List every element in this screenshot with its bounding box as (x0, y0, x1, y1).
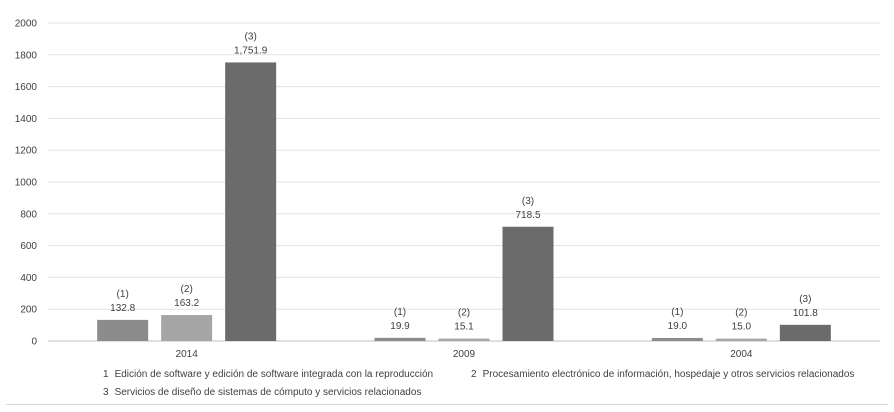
series-marker-label: (1) (117, 289, 129, 300)
data-label: 15.0 (732, 322, 752, 333)
bar (97, 319, 149, 341)
y-tick-label: 1000 (15, 178, 38, 189)
series-marker-label: (2) (735, 308, 747, 319)
data-label: 19.0 (668, 321, 688, 332)
bar (779, 324, 831, 341)
bar (374, 337, 426, 341)
legend-item-2: 2 Procesamiento electrónico de informació… (471, 369, 854, 380)
bar (715, 338, 767, 341)
y-tick-label: 0 (31, 337, 37, 348)
x-tick-label: 2004 (730, 349, 753, 360)
data-label: 718.5 (515, 210, 540, 221)
bar (438, 338, 490, 341)
legend-item-3-text: Servicios de diseño de sistemas de cómpu… (114, 387, 422, 398)
y-tick-label: 2000 (15, 19, 38, 30)
legend-item-2-number: 2 (471, 369, 477, 380)
legend-item-3-number: 3 (103, 387, 109, 398)
data-label: 101.8 (793, 308, 818, 319)
y-tick-label: 800 (20, 209, 37, 220)
legend-item-2-text: Procesamiento electrónico de información… (482, 369, 855, 380)
y-tick-label: 1600 (15, 82, 38, 93)
y-tick-label: 1400 (15, 114, 38, 125)
legend-item-1-number: 1 (103, 369, 109, 380)
series-marker-label: (1) (671, 307, 683, 318)
bar (225, 62, 277, 341)
y-tick-label: 400 (20, 273, 37, 284)
legend-item-1: 1 Edición de software y edición de softwa… (103, 369, 433, 380)
data-label: 163.2 (174, 298, 199, 309)
series-marker-label: (3) (522, 196, 534, 207)
x-tick-label: 2009 (453, 349, 476, 360)
data-label: 15.1 (454, 322, 474, 333)
series-marker-label: (1) (394, 307, 406, 318)
series-marker-label: (3) (245, 31, 257, 42)
y-tick-label: 1800 (15, 50, 38, 61)
y-tick-label: 600 (20, 241, 37, 252)
x-tick-label: 2014 (176, 349, 199, 360)
bar (161, 315, 213, 341)
series-marker-label: (2) (181, 284, 193, 295)
y-tick-label: 200 (20, 305, 37, 316)
bar (651, 337, 703, 341)
legend-item-1-text: Edición de software y edición de softwar… (114, 369, 434, 380)
y-tick-label: 1200 (15, 146, 38, 157)
data-label: 132.8 (110, 303, 135, 314)
data-label: 19.9 (390, 321, 410, 332)
legend-item-3: 3 Servicios de diseño de sistemas de cómp… (103, 387, 421, 398)
bar (502, 226, 554, 341)
series-marker-label: (2) (458, 308, 470, 319)
bottom-divider (6, 404, 888, 405)
data-label: 1,751.9 (234, 45, 268, 56)
series-marker-label: (3) (799, 294, 811, 305)
